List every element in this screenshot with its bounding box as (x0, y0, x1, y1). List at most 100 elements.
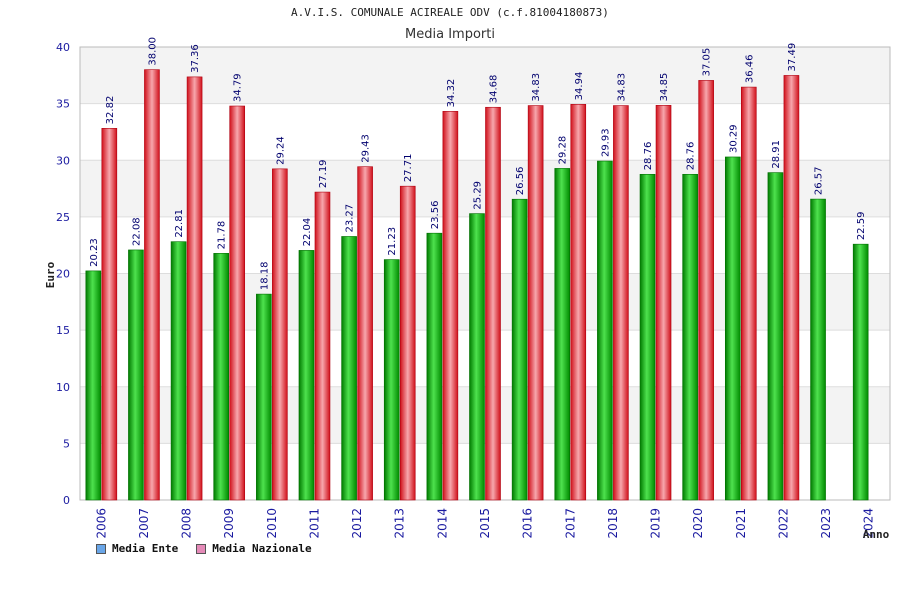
x-tick-label: 2014 (435, 508, 449, 539)
x-tick-label: 2023 (819, 508, 833, 539)
x-tick-label: 2016 (521, 508, 535, 539)
bar-media-ente (682, 173, 698, 501)
bar-media-ente (724, 156, 741, 501)
bar-media-ente (810, 198, 826, 501)
plot-frame (79, 46, 891, 501)
x-tick-label: 2009 (222, 508, 236, 539)
bar-media-ente (597, 160, 613, 501)
legend-item-ente: Media Ente (96, 542, 178, 555)
x-tick-label: 2011 (307, 508, 321, 539)
value-label: 28.91 (771, 140, 782, 169)
value-label: 26.57 (814, 166, 825, 195)
x-tick-label: 2010 (265, 508, 279, 539)
y-tick-label: 15 (56, 324, 70, 337)
y-tick-label: 0 (63, 494, 70, 507)
value-label: 21.78 (217, 221, 228, 250)
bar-media-ente (469, 213, 485, 501)
value-labels: 20.23 32.82 22.08 38.00 22.81 37.36 21.78 34.79… (89, 37, 867, 290)
value-label: 22.81 (174, 209, 185, 238)
bar-media-ente (256, 293, 272, 501)
bar-media-nazionale (613, 105, 629, 501)
value-label: 20.23 (89, 238, 100, 267)
legend-swatch-nazionale (196, 543, 207, 554)
bar-media-nazionale (357, 166, 373, 501)
value-label: 34.94 (574, 72, 585, 101)
bar-media-nazionale (740, 86, 757, 501)
value-label: 18.18 (259, 261, 270, 290)
x-tick-label: 2006 (94, 508, 108, 539)
value-label: 37.36 (190, 44, 201, 73)
bar-media-nazionale (314, 191, 331, 501)
bar-media-ente (511, 198, 528, 501)
value-label: 22.08 (131, 217, 142, 246)
y-tick-label: 25 (56, 211, 70, 224)
value-label: 23.27 (345, 204, 356, 233)
bar-media-ente (213, 253, 230, 501)
value-label: 29.24 (275, 136, 286, 165)
value-label: 22.59 (856, 212, 867, 241)
bar-media-nazionale (144, 69, 160, 501)
value-label: 34.85 (659, 73, 670, 102)
legend-label-ente: Media Ente (112, 542, 179, 555)
value-label: 38.00 (147, 37, 158, 66)
y-tick-label: 5 (63, 437, 70, 450)
y-tick-label: 10 (56, 381, 70, 394)
value-label: 34.83 (531, 73, 542, 102)
bar-media-nazionale (186, 76, 203, 501)
bar-media-ente (383, 259, 400, 501)
x-tick-label: 2021 (734, 508, 748, 539)
bar-media-nazionale (655, 105, 672, 501)
value-label: 34.83 (616, 73, 627, 102)
value-label: 37.49 (787, 43, 798, 72)
bar-media-ente (341, 236, 357, 501)
bar-media-nazionale (485, 106, 501, 501)
y-tick-label: 20 (56, 268, 70, 281)
value-label: 27.71 (403, 154, 414, 183)
bar-media-nazionale (229, 105, 246, 501)
x-tick-label: 2019 (649, 508, 663, 539)
value-label: 28.76 (643, 142, 654, 171)
value-label: 26.56 (515, 167, 526, 196)
legend-label-nazionale: Media Nazionale (212, 542, 312, 555)
value-label: 34.68 (489, 75, 500, 104)
x-axis-label: Anno (863, 528, 890, 541)
x-tick-label: 2008 (180, 508, 194, 539)
bar-media-ente (767, 172, 784, 501)
x-tick-label: 2017 (563, 508, 577, 539)
chart-subtitle: Media Importi (405, 27, 495, 42)
bar-media-ente (852, 243, 869, 501)
legend-item-nazionale: Media Nazionale (196, 542, 312, 555)
value-label: 29.43 (361, 134, 372, 163)
bars-group (85, 69, 869, 501)
value-label: 32.82 (105, 96, 116, 125)
value-label: 28.76 (686, 142, 697, 171)
bar-media-ente (426, 232, 443, 501)
x-tick-label: 2015 (478, 508, 492, 539)
value-label: 25.29 (473, 181, 484, 210)
legend: Media Ente Media Nazionale (96, 542, 312, 555)
x-tick-label: 2007 (137, 508, 151, 539)
value-label: 29.28 (558, 136, 569, 165)
value-label: 27.19 (318, 159, 329, 188)
value-label: 29.93 (600, 128, 611, 157)
y-axis-label: Euro (44, 261, 57, 288)
value-label: 34.79 (233, 73, 244, 102)
y-tick-label: 30 (56, 154, 70, 167)
x-tick-label: 2024 (862, 508, 876, 539)
value-label: 37.05 (702, 48, 713, 77)
x-tick-label: 2022 (776, 508, 790, 539)
value-label: 36.46 (744, 54, 755, 83)
bar-media-ente (170, 241, 187, 501)
bar-media-nazionale (442, 111, 459, 501)
legend-swatch-ente (96, 543, 106, 554)
value-label: 34.32 (446, 79, 457, 108)
bar-media-nazionale (527, 105, 544, 501)
x-tick-label: 2020 (691, 508, 705, 539)
y-tick-label: 40 (56, 41, 70, 54)
chart-title: A.V.I.S. COMUNALE ACIREALE ODV (c.f.8100… (291, 6, 609, 19)
bar-media-ente (298, 250, 315, 501)
x-axis-ticks: 2006 2007 2008 2009 2010 2011 2012 2013 2014 2015… (94, 508, 875, 539)
value-label: 23.56 (430, 201, 441, 230)
bar-media-nazionale (272, 168, 288, 501)
